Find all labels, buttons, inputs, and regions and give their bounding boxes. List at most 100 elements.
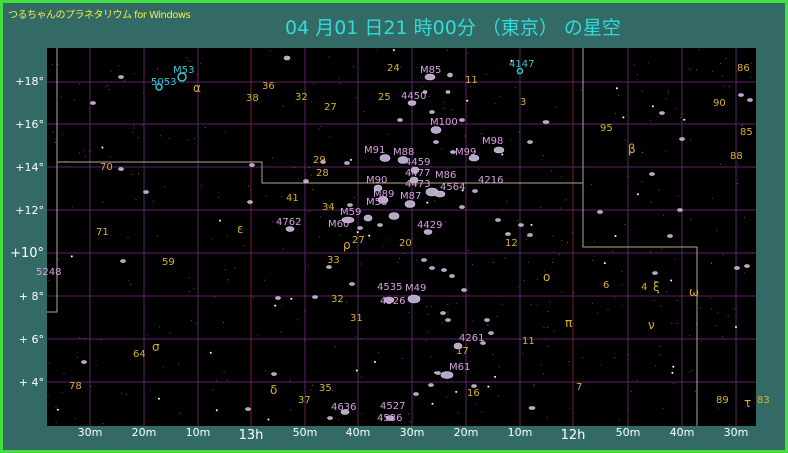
galaxy-marker[interactable]	[377, 196, 389, 204]
galaxy-marker[interactable]	[275, 296, 281, 300]
galaxy-marker[interactable]	[542, 120, 550, 124]
galaxy-marker[interactable]	[679, 137, 685, 141]
galaxy-marker[interactable]	[303, 179, 309, 183]
galaxy-marker[interactable]	[327, 416, 333, 420]
galaxy-marker[interactable]	[738, 93, 744, 97]
galaxy-marker[interactable]	[472, 189, 478, 193]
star	[733, 308, 735, 310]
galaxy-marker[interactable]	[422, 90, 428, 94]
galaxy-marker[interactable]	[283, 55, 291, 61]
galaxy-marker[interactable]	[326, 265, 332, 269]
star	[133, 73, 135, 75]
galaxy-marker[interactable]	[347, 203, 353, 207]
galaxy-marker[interactable]	[440, 371, 454, 379]
galaxy-marker[interactable]	[677, 208, 683, 212]
galaxy-marker[interactable]	[424, 73, 436, 81]
galaxy-marker[interactable]	[429, 110, 435, 114]
galaxy-marker[interactable]	[429, 266, 435, 270]
galaxy-marker[interactable]	[440, 311, 446, 315]
galaxy-marker[interactable]	[341, 216, 355, 224]
galaxy-marker[interactable]	[118, 75, 124, 79]
galaxy-marker[interactable]	[285, 226, 295, 232]
dec-label: +14°	[15, 161, 44, 174]
galaxy-marker[interactable]	[407, 294, 421, 304]
galaxy-marker[interactable]	[120, 259, 126, 263]
galaxy-marker[interactable]	[397, 118, 403, 122]
galaxy-marker[interactable]	[471, 384, 477, 388]
galaxy-marker[interactable]	[245, 407, 251, 411]
galaxy-marker[interactable]	[747, 98, 753, 102]
galaxy-marker[interactable]	[404, 200, 416, 208]
galaxy-marker[interactable]	[468, 154, 480, 162]
star	[676, 300, 678, 302]
galaxy-marker[interactable]	[527, 233, 533, 237]
globular-cluster-marker[interactable]	[177, 72, 187, 82]
galaxy-marker[interactable]	[383, 296, 395, 304]
galaxy-marker[interactable]	[81, 360, 87, 364]
galaxy-marker[interactable]	[480, 341, 486, 345]
galaxy-marker[interactable]	[488, 331, 494, 335]
galaxy-marker[interactable]	[363, 214, 373, 222]
galaxy-marker[interactable]	[461, 288, 467, 292]
galaxy-marker[interactable]	[484, 318, 490, 322]
galaxy-marker[interactable]	[409, 176, 419, 184]
galaxy-marker[interactable]	[734, 266, 740, 270]
galaxy-marker[interactable]	[459, 205, 465, 209]
star	[621, 305, 623, 307]
galaxy-marker[interactable]	[397, 156, 409, 164]
galaxy-marker[interactable]	[528, 406, 536, 410]
galaxy-marker[interactable]	[357, 226, 363, 230]
galaxy-marker[interactable]	[453, 342, 463, 350]
galaxy-marker[interactable]	[410, 166, 420, 174]
galaxy-marker[interactable]	[421, 258, 427, 262]
galaxy-marker[interactable]	[388, 212, 400, 220]
galaxy-marker[interactable]	[659, 111, 665, 115]
globular-cluster-marker[interactable]	[516, 67, 524, 75]
galaxy-marker[interactable]	[320, 160, 326, 164]
galaxy-marker[interactable]	[373, 184, 383, 192]
galaxy-marker[interactable]	[450, 150, 456, 154]
galaxy-marker[interactable]	[271, 372, 277, 376]
galaxy-marker[interactable]	[447, 72, 453, 78]
star	[265, 195, 267, 197]
galaxy-marker[interactable]	[518, 223, 524, 227]
galaxy-marker[interactable]	[312, 295, 318, 299]
galaxy-marker[interactable]	[430, 126, 442, 134]
galaxy-marker[interactable]	[349, 282, 355, 286]
galaxy-marker[interactable]	[247, 200, 253, 204]
galaxy-marker[interactable]	[413, 392, 419, 396]
galaxy-marker[interactable]	[407, 100, 417, 106]
star	[641, 181, 643, 183]
galaxy-marker[interactable]	[344, 161, 350, 165]
galaxy-marker[interactable]	[428, 383, 434, 387]
galaxy-marker[interactable]	[744, 264, 750, 268]
galaxy-marker[interactable]	[597, 210, 603, 214]
galaxy-marker[interactable]	[423, 229, 433, 235]
galaxy-marker[interactable]	[652, 271, 658, 275]
galaxy-marker[interactable]	[385, 415, 395, 421]
galaxy-marker[interactable]	[505, 232, 511, 236]
galaxy-marker[interactable]	[434, 190, 446, 198]
galaxy-marker[interactable]	[435, 371, 441, 375]
galaxy-marker[interactable]	[527, 140, 533, 144]
galaxy-marker[interactable]	[449, 274, 455, 278]
galaxy-marker[interactable]	[143, 190, 149, 194]
galaxy-marker[interactable]	[377, 223, 383, 227]
galaxy-marker[interactable]	[249, 163, 255, 167]
galaxy-marker[interactable]	[495, 218, 501, 222]
galaxy-marker[interactable]	[90, 101, 96, 105]
galaxy-marker[interactable]	[379, 154, 391, 162]
galaxy-marker[interactable]	[118, 167, 124, 171]
galaxy-marker[interactable]	[667, 234, 673, 238]
galaxy-marker[interactable]	[493, 146, 505, 154]
galaxy-marker[interactable]	[445, 318, 451, 322]
galaxy-marker[interactable]	[433, 140, 439, 144]
globular-cluster-marker[interactable]	[155, 83, 163, 91]
galaxy-marker[interactable]	[649, 172, 655, 176]
galaxy-marker[interactable]	[340, 409, 350, 415]
galaxy-marker[interactable]	[459, 118, 465, 122]
galaxy-marker[interactable]	[445, 90, 451, 94]
galaxy-marker[interactable]	[441, 268, 447, 272]
sky-area[interactable]	[47, 48, 756, 426]
